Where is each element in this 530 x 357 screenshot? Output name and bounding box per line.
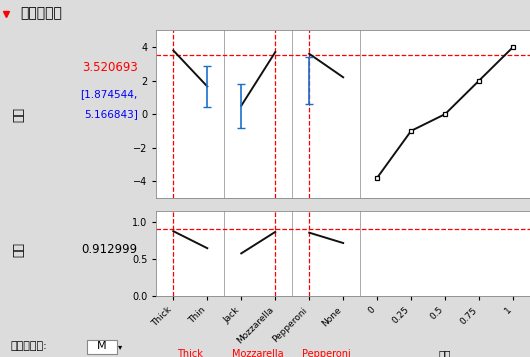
Text: 效用: 效用 bbox=[12, 107, 25, 122]
Text: ▾: ▾ bbox=[118, 342, 122, 351]
FancyBboxPatch shape bbox=[87, 340, 117, 354]
Text: 概率: 概率 bbox=[12, 242, 25, 257]
Text: Pepperoni: Pepperoni bbox=[302, 349, 350, 357]
Text: 0.912999: 0.912999 bbox=[82, 243, 138, 256]
Text: 意愿: 意愿 bbox=[439, 349, 452, 357]
Text: 5.166843]: 5.166843] bbox=[84, 109, 138, 119]
Text: 3.520693: 3.520693 bbox=[82, 61, 138, 74]
Text: Mozzarella: Mozzarella bbox=[233, 349, 284, 357]
Text: Thick: Thick bbox=[178, 349, 204, 357]
Text: [1.874544,: [1.874544, bbox=[81, 89, 138, 99]
Text: M: M bbox=[97, 341, 107, 351]
Text: 效用刻画器: 效用刻画器 bbox=[20, 6, 62, 20]
Text: 测试对象项:: 测试对象项: bbox=[11, 341, 47, 351]
